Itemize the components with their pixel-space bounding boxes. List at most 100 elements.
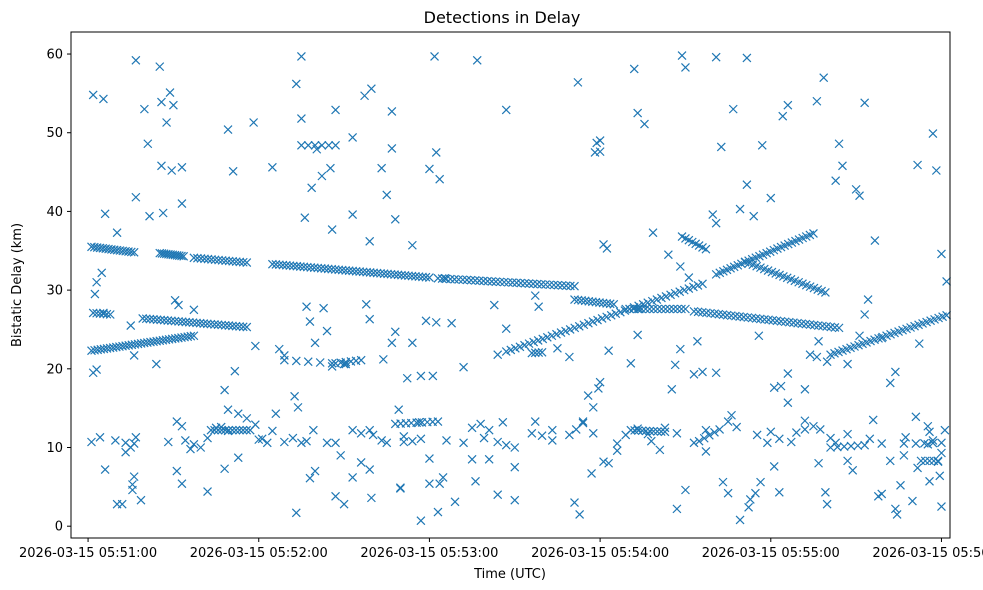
detection-marker [757, 140, 767, 150]
detection-marker [168, 100, 178, 110]
detection-marker [425, 479, 434, 489]
detection-marker [195, 318, 205, 328]
detection-marker [860, 440, 870, 450]
detection-marker [170, 316, 180, 326]
detection-marker [155, 62, 165, 72]
detection-marker [365, 314, 375, 324]
detection-marker [235, 425, 244, 435]
detection-marker [919, 438, 929, 448]
detection-marker [348, 210, 358, 219]
detection-marker [210, 319, 219, 329]
detection-marker [203, 433, 212, 443]
detection-marker [937, 448, 946, 458]
detection-marker [484, 454, 494, 464]
detection-marker [411, 271, 420, 281]
detection-marker [454, 275, 464, 284]
detection-marker [653, 304, 662, 314]
detection-marker [633, 330, 643, 340]
detection-marker [188, 318, 198, 328]
detection-marker [820, 288, 830, 297]
detection-marker [470, 276, 480, 285]
detection-marker [404, 271, 413, 281]
detection-marker [822, 499, 832, 509]
detection-marker [189, 305, 199, 315]
detection-marker [310, 466, 320, 476]
detection-marker [530, 417, 540, 426]
detection-marker [573, 295, 583, 305]
detection-marker [390, 270, 399, 279]
detection-marker [433, 273, 443, 283]
detection-marker [937, 249, 946, 259]
detection-marker [694, 436, 704, 446]
detection-marker [595, 377, 605, 387]
detection-marker [189, 253, 199, 263]
detection-marker [348, 472, 358, 482]
detection-marker [327, 358, 337, 368]
detection-marker [516, 278, 526, 288]
detection-marker [931, 166, 941, 175]
detection-marker [228, 166, 238, 176]
detection-marker [800, 416, 810, 426]
detection-marker [402, 373, 412, 383]
detection-marker [672, 504, 682, 514]
detection-marker [928, 129, 938, 138]
detection-marker [274, 344, 284, 354]
detection-marker [570, 295, 579, 304]
detection-marker [196, 254, 206, 263]
detection-marker [814, 458, 824, 468]
detection-marker [769, 383, 779, 393]
detection-marker [223, 125, 233, 135]
detection-marker [189, 439, 199, 449]
detection-marker [300, 213, 310, 223]
detection-marker [166, 316, 176, 326]
detection-marker [598, 298, 608, 308]
detection-marker [431, 147, 441, 157]
detection-marker [177, 317, 187, 327]
detection-marker [744, 502, 754, 512]
chart-title: Detections in Delay [424, 8, 581, 27]
detection-marker [670, 360, 680, 370]
detection-marker [503, 277, 513, 287]
detection-marker [462, 275, 472, 285]
detection-marker [723, 488, 733, 498]
detection-marker [249, 118, 259, 127]
detection-marker [593, 384, 603, 393]
detection-marker [441, 274, 451, 284]
detection-marker [564, 352, 574, 362]
detection-marker [365, 268, 375, 277]
detection-marker [139, 104, 149, 114]
detection-marker [459, 438, 468, 448]
detection-marker [421, 316, 431, 326]
detection-marker [307, 183, 317, 193]
detection-marker [217, 320, 227, 330]
detection-marker [633, 108, 643, 118]
detection-marker [520, 278, 530, 288]
detection-marker [928, 435, 938, 445]
detection-marker [163, 316, 173, 325]
detection-marker [634, 304, 644, 314]
detection-marker [313, 263, 323, 273]
detection-marker [933, 457, 943, 467]
detection-marker [510, 462, 520, 472]
detection-marker [366, 84, 376, 94]
detection-marker [351, 266, 361, 276]
detection-marker [528, 279, 538, 289]
detection-marker [534, 302, 544, 312]
detection-marker [573, 77, 583, 87]
detection-marker [663, 250, 673, 260]
detection-marker [479, 433, 489, 443]
detection-marker [595, 147, 605, 157]
detection-marker [231, 257, 241, 267]
detection-marker [633, 424, 643, 434]
detection-marker [549, 280, 559, 290]
detection-marker [868, 415, 878, 425]
detection-marker [660, 427, 670, 437]
detection-marker [336, 450, 346, 460]
detection-marker [100, 209, 110, 219]
detection-marker [783, 398, 793, 408]
detection-marker [365, 236, 375, 246]
detection-marker [267, 259, 277, 269]
detection-marker [242, 425, 252, 435]
detection-marker [170, 295, 180, 305]
